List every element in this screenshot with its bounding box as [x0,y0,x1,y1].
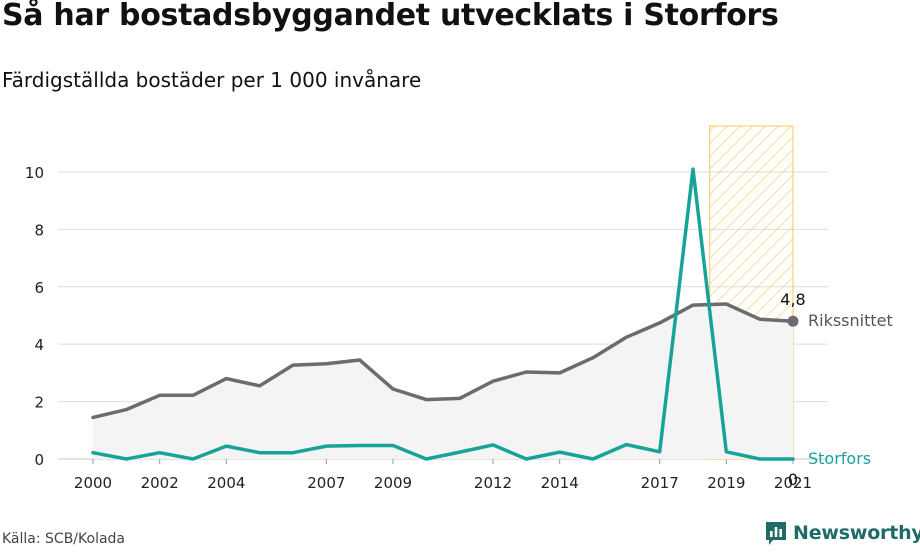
rikssnittet-end-value: 4,8 [780,290,805,309]
x-tick-label: 2007 [307,474,345,492]
y-tick-label: 10 [25,164,44,182]
x-tick-label: 2009 [374,474,412,492]
x-tick-label: 2012 [474,474,512,492]
rikssnittet-endpoint [787,315,799,327]
rikssnittet-series-label: Rikssnittet [808,311,893,330]
storfors-line [91,167,795,461]
storfors-end-value: 0 [788,470,798,489]
x-tick-label: 2019 [707,474,745,492]
rikssnittet-area [93,303,793,459]
chart-title: Så har bostadsbyggandet utvecklats i Sto… [2,0,779,33]
y-tick-label: 4 [34,336,44,354]
newsworthy-logo: Newsworthy [764,520,920,546]
storfors-series-label: Storfors [808,449,871,468]
source-note: Källa: SCB/Kolada [2,531,126,547]
x-tick-label: 2002 [141,474,179,492]
y-tick-label: 6 [34,279,44,297]
x-tick-label: 2004 [207,474,245,492]
y-tick-label: 2 [34,394,44,412]
brand-name: Newsworthy [793,522,920,544]
y-tick-label: 0 [34,451,44,469]
x-tick-label: 2000 [74,474,112,492]
x-tick-label: 2017 [641,474,679,492]
x-tick-label: 2021 [774,474,812,492]
x-tick-label: 2014 [541,474,579,492]
chart-subtitle: Färdigställda bostäder per 1 000 invånar… [2,68,422,92]
newsworthy-icon [766,522,786,545]
y-tick-label: 8 [34,221,44,239]
